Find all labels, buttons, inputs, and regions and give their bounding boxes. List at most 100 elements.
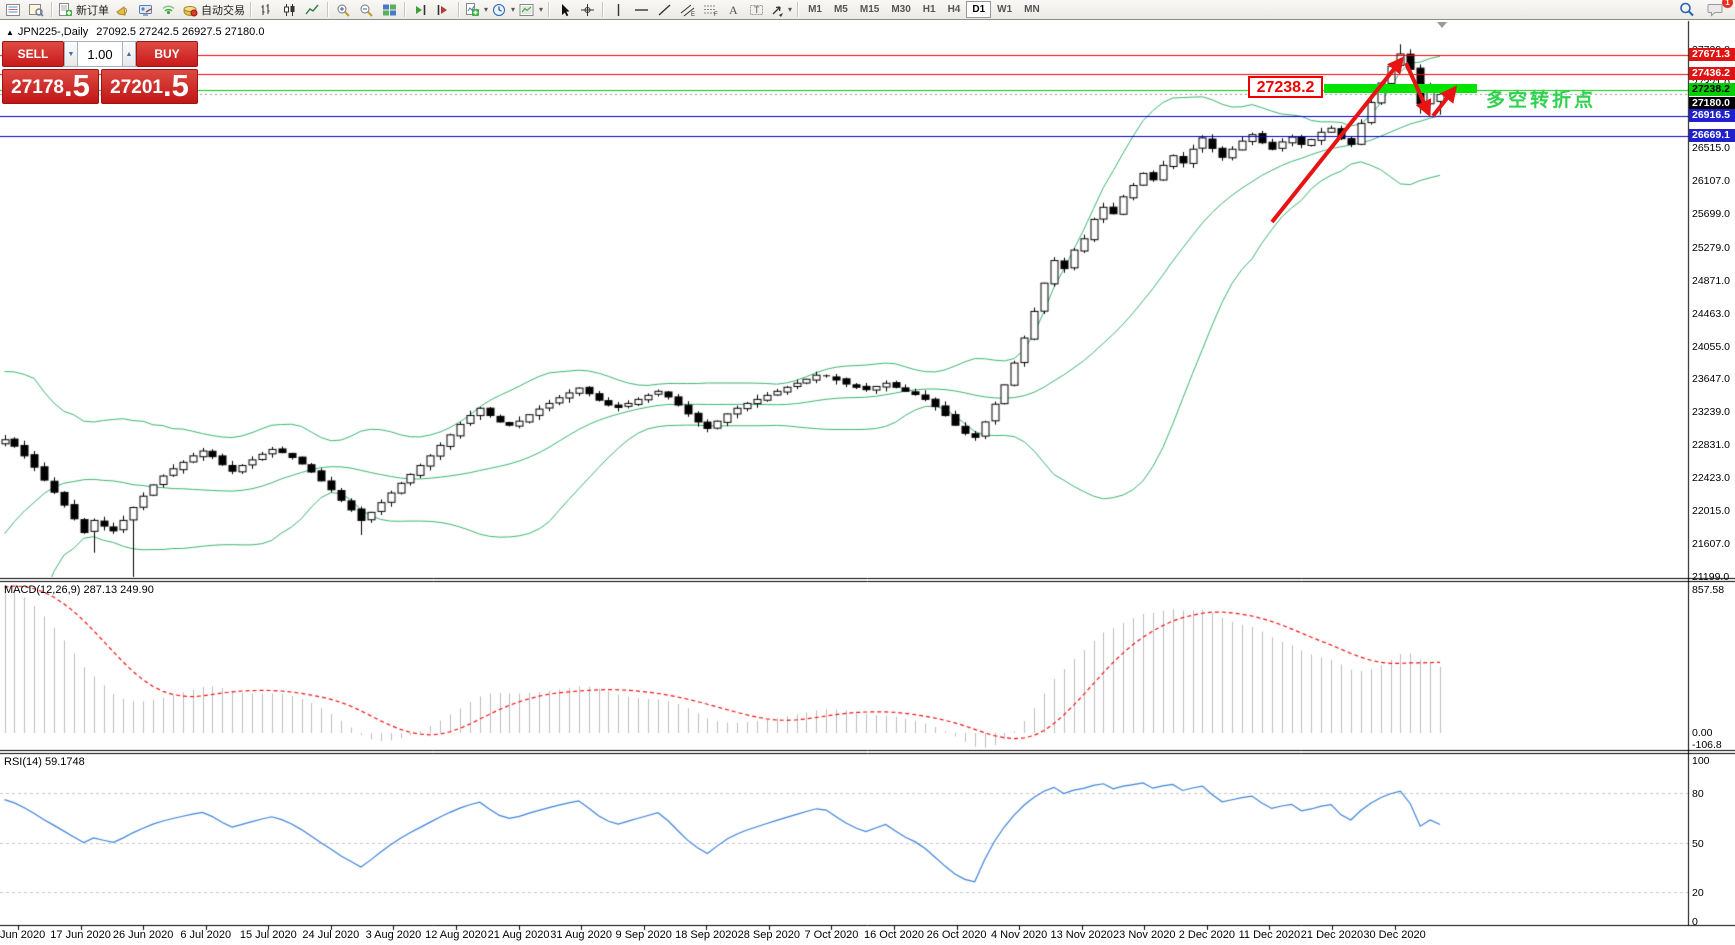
chart-shift-marker[interactable] <box>1437 22 1447 28</box>
buy-button[interactable]: BUY <box>136 41 198 67</box>
dropdown-caret-icon: ▾ <box>539 5 544 14</box>
price-axis-tick: 23239.0 <box>1692 406 1730 419</box>
text-label-tool-icon[interactable]: T <box>745 1 768 19</box>
time-axis-label: 23 Nov 2020 <box>1113 929 1176 941</box>
svg-text:F: F <box>714 12 718 17</box>
vertical-line-tool-icon[interactable] <box>607 1 630 19</box>
cursor-tool-icon[interactable] <box>553 1 576 19</box>
search-icon[interactable] <box>1675 1 1698 19</box>
timeframe-m30[interactable]: M30 <box>891 4 911 15</box>
fibonacci-tool-icon[interactable]: F <box>699 1 722 19</box>
time-axis-label: 28 Sep 2020 <box>737 929 801 941</box>
volume-input[interactable] <box>78 41 122 67</box>
new-order-label: 新订单 <box>76 4 109 17</box>
autoscroll-icon[interactable] <box>409 1 432 19</box>
zoom-out-icon[interactable] <box>355 1 378 19</box>
bar-chart-mode-icon[interactable] <box>255 1 278 19</box>
sell-price-quote[interactable]: 27178 .5 <box>2 69 99 104</box>
price-axis-tick: 24871.0 <box>1692 274 1730 287</box>
pane-separator[interactable] <box>0 576 1735 582</box>
toolbar-separator <box>548 2 551 17</box>
trend-arrow-1[interactable] <box>1270 56 1405 224</box>
text-tool-icon[interactable]: A <box>722 1 745 19</box>
chat-notification-button[interactable]: 1 <box>1704 0 1733 19</box>
rsi-scale-label: 100 <box>1692 755 1710 767</box>
trendline-tool-icon[interactable] <box>653 1 676 19</box>
macd-scale-min: -106.8 <box>1692 739 1722 751</box>
toolbar-separator <box>250 2 252 17</box>
symbol-period-label: JPN225-,Daily <box>17 26 89 38</box>
one-click-toggle[interactable]: ▲ <box>6 28 14 37</box>
volume-increase-button[interactable]: ▲ <box>122 41 136 67</box>
timeframe-mn[interactable]: MN <box>1024 4 1040 15</box>
strategy-tester-icon[interactable] <box>134 1 157 19</box>
ohlc-values: 27092.5 27242.5 26927.5 27180.0 <box>96 26 265 38</box>
timeframe-m15[interactable]: M15 <box>859 4 880 15</box>
crosshair-tool-icon[interactable] <box>576 1 599 19</box>
timeframe-h4[interactable]: H4 <box>947 4 961 15</box>
chart-window-title: ▲ JPN225-,Daily 27092.5 27242.5 26927.5 27… <box>6 26 264 38</box>
time-axis-label: 9 Sep 2020 <box>615 929 672 941</box>
time-axis-label: 13 Nov 2020 <box>1050 929 1113 941</box>
price-axis-tick: 21199.0 <box>1692 571 1730 583</box>
indicators-add-button[interactable]: ▾ <box>463 1 490 19</box>
price-level-badge: 27238.2 <box>1689 83 1735 97</box>
rsi-scale-label: 50 <box>1692 837 1704 850</box>
svg-text:E: E <box>691 12 695 17</box>
turning-point-text[interactable]: 多空转折点 <box>1486 90 1597 111</box>
price-axis-tick: 24463.0 <box>1692 307 1730 320</box>
horizontal-line-tool-icon[interactable] <box>630 1 653 19</box>
price-level-badge: 27671.3 <box>1689 48 1735 62</box>
buy-price-quote[interactable]: 27201 .5 <box>101 69 198 104</box>
timeframe-h1[interactable]: H1 <box>922 4 936 15</box>
templates-button[interactable]: ▾ <box>517 1 545 19</box>
chart-shift-icon[interactable] <box>432 1 455 19</box>
periods-clock-button[interactable]: ▾ <box>490 1 517 19</box>
tile-windows-icon[interactable] <box>378 1 401 19</box>
volume-decrease-button[interactable]: ▼ <box>64 41 78 67</box>
alert-horn-icon[interactable] <box>111 1 134 19</box>
zoom-in-icon[interactable] <box>332 1 355 19</box>
line-chart-mode-icon[interactable] <box>301 1 324 19</box>
market-watch-icon[interactable] <box>2 1 25 19</box>
pane-separator[interactable] <box>0 748 1735 754</box>
timeframe-w1[interactable]: W1 <box>997 4 1013 15</box>
autotrading-button[interactable]: 自动交易 <box>180 1 247 19</box>
chat-icon <box>1707 4 1723 17</box>
data-window-icon[interactable] <box>25 1 48 19</box>
price-axis-tick: 24055.0 <box>1692 340 1730 353</box>
price-axis-tick: 22831.0 <box>1692 439 1730 452</box>
price-level-callout[interactable]: 27238.2 <box>1248 76 1323 98</box>
price-axis-tick: 21607.0 <box>1692 538 1730 551</box>
macd-scale-zero: 0.00 <box>1692 727 1713 739</box>
svg-text:T: T <box>754 5 760 15</box>
price-axis-tick: 23647.0 <box>1692 373 1730 386</box>
price-axis-tick: 26107.0 <box>1692 174 1730 187</box>
price-level-badge: 26669.1 <box>1689 129 1735 143</box>
main-toolbar: 新订单 自动交易 ▾ ▾ ▾ E F A T ▾ <box>0 0 1735 20</box>
signal-icon[interactable] <box>157 1 180 19</box>
arrows-tool-button[interactable]: ▾ <box>768 1 794 19</box>
timeframe-d1[interactable]: D1 <box>966 1 992 18</box>
buy-price-last-digit: .5 <box>162 68 189 103</box>
candlestick-mode-icon[interactable] <box>278 1 301 19</box>
trend-arrow-2[interactable] <box>1404 62 1432 118</box>
toolbar-separator <box>458 2 460 17</box>
notification-badge: 1 <box>1722 0 1733 8</box>
trend-arrow-3[interactable] <box>1431 85 1458 118</box>
equidistant-channel-tool-icon[interactable]: E <box>676 1 699 19</box>
support-zone-bar[interactable] <box>1324 84 1477 93</box>
timeframe-m5[interactable]: M5 <box>833 4 848 15</box>
time-axis-label: 3 Aug 2020 <box>365 929 422 941</box>
price-axis-tick: 22015.0 <box>1692 505 1730 518</box>
time-axis-label: 26 Oct 2020 <box>926 929 987 941</box>
time-axis-label: 6 Jul 2020 <box>180 929 232 941</box>
time-axis-label: 26 Jun 2020 <box>112 929 174 941</box>
timeframe-m1[interactable]: M1 <box>808 4 822 15</box>
sell-button[interactable]: SELL <box>2 41 64 67</box>
new-order-button[interactable]: 新订单 <box>56 1 111 19</box>
rsi-indicator-label: RSI(14) 59.1748 <box>4 756 85 768</box>
